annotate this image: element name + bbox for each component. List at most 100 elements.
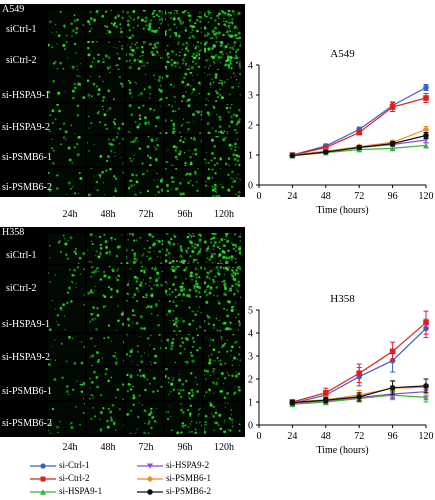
micrograph-image	[165, 334, 202, 366]
legend-marker-hexagon	[137, 488, 163, 495]
legend-item-hspa9-2: si-HSPA9-2	[137, 460, 209, 471]
data-point	[423, 95, 429, 101]
data-point	[423, 132, 429, 139]
micrograph-image	[204, 104, 241, 134]
series-si-PSMB6-2	[289, 378, 429, 406]
column-label-24h: 24h	[62, 209, 78, 220]
micrograph-image	[87, 266, 124, 298]
x-axis-label: Time (hours)	[316, 205, 368, 216]
data-point	[389, 104, 396, 110]
micrograph-image	[204, 233, 241, 264]
micrograph-image	[87, 368, 124, 400]
data-point	[323, 397, 329, 403]
column-label-72h: 72h	[138, 209, 154, 220]
data-point	[389, 348, 396, 355]
micrograph-image	[204, 334, 241, 366]
x-tick-label: 72	[354, 431, 364, 442]
x-tick-label: 24	[287, 191, 297, 202]
micrograph-image	[126, 233, 163, 264]
micrograph-image	[204, 72, 241, 102]
chart-title: A549	[330, 48, 355, 60]
row-label-1: siCtrl-1	[6, 24, 37, 35]
row-label-2: siCtrl-2	[6, 283, 37, 294]
cell-line-label: A549	[2, 4, 25, 15]
legend-marker-square	[30, 476, 56, 481]
micrograph-image	[48, 104, 85, 134]
micrograph-image	[126, 41, 163, 70]
series-si-PSMB6-2	[289, 132, 429, 159]
legend-item-psmb6-1: si-PSMB6-1	[137, 473, 211, 484]
micrograph-image	[204, 136, 241, 166]
data-point	[356, 370, 362, 377]
row-label-4: si-HSPA9-2	[2, 352, 50, 363]
x-tick-label: 24	[287, 431, 297, 442]
y-tick-label: 0	[248, 181, 253, 192]
data-point	[289, 152, 296, 159]
micrograph-image	[165, 72, 202, 102]
legend-label: si-PSMB6-2	[166, 486, 212, 496]
data-point	[356, 394, 362, 400]
cell-line-label: H358	[2, 227, 25, 238]
micrograph-image	[48, 233, 85, 264]
micrograph-image	[165, 368, 202, 400]
legend-item-ctrl-1: si-Ctrl-1	[30, 460, 90, 471]
row-label-6: si-PSMB6-2	[2, 418, 53, 429]
y-tick-label: 4	[248, 329, 253, 340]
micrograph-image	[126, 300, 163, 332]
y-tick-label: 5	[248, 306, 253, 317]
micrograph-image	[165, 10, 202, 39]
micrograph-image	[126, 266, 163, 298]
y-tick-label: 3	[248, 352, 253, 363]
data-point	[323, 144, 329, 151]
column-label-24h: 24h	[62, 442, 78, 453]
micrograph-image	[204, 368, 241, 400]
growth-chart-a549: A549 0 1 2 3 4 0 24 48 72 96 120 Time (hours)	[248, 48, 434, 216]
data-point	[289, 399, 296, 406]
x-tick-label: 96	[388, 191, 398, 202]
legend-marker-circle	[30, 462, 56, 469]
column-label-96h: 96h	[177, 209, 193, 220]
micrograph-image	[87, 104, 124, 134]
micrograph-panel-h358: H358 siCtrl-1 siCtrl-2 si-HSPA9-1 si-HSP…	[0, 227, 245, 437]
micrograph-image	[165, 168, 202, 197]
data-point	[356, 129, 362, 136]
data-point	[423, 84, 429, 91]
legend-marker-triangle-down	[137, 463, 163, 469]
column-label-48h: 48h	[100, 209, 116, 220]
data-point	[423, 142, 429, 149]
micrograph-image	[48, 334, 85, 366]
micrograph-image	[126, 368, 163, 400]
chart-legend: si-Ctrl-1 si-HSPA9-2 si-Ctrl-2 si-PSMB6-…	[0, 458, 435, 500]
micrograph-panel-a549: A549 siCtrl-1 siCtrl-2 si-HSPA9-1 si-HSP…	[0, 4, 245, 197]
micrograph-grid	[0, 227, 245, 437]
micrograph-image	[87, 334, 124, 366]
micrograph-image	[165, 300, 202, 332]
micrograph-image	[165, 41, 202, 70]
micrograph-image	[48, 402, 85, 434]
micrograph-image	[204, 402, 241, 434]
legend-label: si-HSPA9-2	[166, 460, 210, 470]
micrograph-image	[165, 402, 202, 434]
micrograph-image	[48, 300, 85, 332]
micrograph-image	[204, 168, 241, 197]
row-label-2: siCtrl-2	[6, 55, 37, 66]
chart-title: H358	[330, 293, 355, 305]
micrograph-image	[126, 10, 163, 39]
legend-item-psmb6-2: si-PSMB6-2	[137, 486, 211, 497]
legend-label: si-HSPA9-1	[59, 486, 103, 496]
row-label-3: si-HSPA9-1	[2, 319, 50, 330]
data-point	[423, 394, 429, 401]
micrograph-image	[87, 136, 124, 166]
micrograph-image	[48, 266, 85, 298]
micrograph-image	[204, 266, 241, 298]
x-tick-label: 48	[321, 191, 331, 202]
micrograph-image	[87, 10, 124, 39]
micrograph-image	[48, 168, 85, 197]
row-label-1: siCtrl-1	[6, 250, 37, 261]
micrograph-image	[87, 402, 124, 434]
x-tick-label: 96	[388, 431, 398, 442]
micrograph-image	[48, 41, 85, 70]
data-point	[323, 390, 329, 396]
growth-chart-h358: H358 0 1 2 3 4 5 0 24 48 72 96 120 Time (hours)	[248, 293, 434, 456]
data-point	[356, 144, 362, 151]
